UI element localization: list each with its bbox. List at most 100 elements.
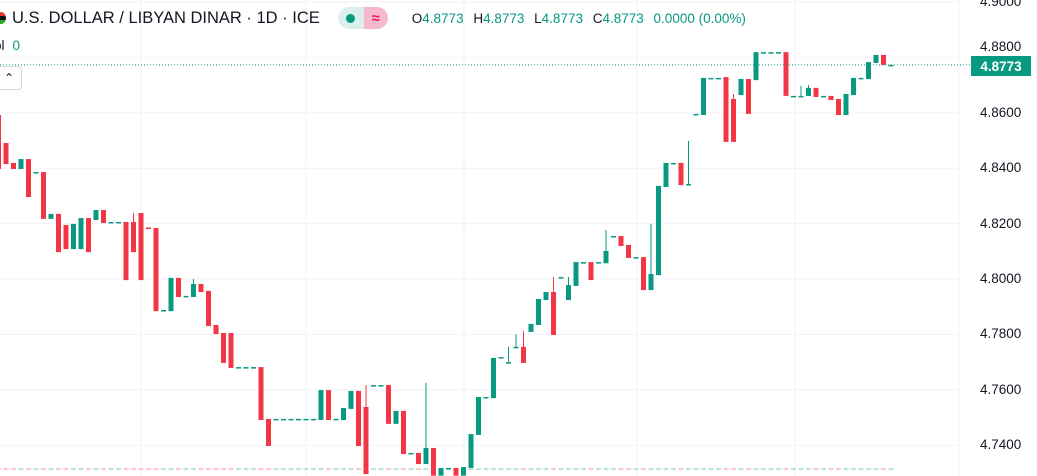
- market-open-dot-icon[interactable]: [337, 7, 364, 29]
- candle: [708, 77, 714, 80]
- volume-bar: [296, 468, 301, 470]
- candle: [768, 52, 774, 54]
- candle: [236, 367, 241, 369]
- volume-bar: [71, 468, 76, 470]
- candle-body: [33, 172, 39, 174]
- volume-bar: [581, 468, 586, 470]
- volume-bar: [408, 468, 414, 470]
- candle-body: [648, 274, 654, 291]
- candle-body: [356, 390, 361, 447]
- volume-bar: [588, 468, 594, 470]
- candle: [258, 367, 264, 420]
- candle: [266, 418, 271, 447]
- candle-body: [318, 390, 324, 420]
- candle-body: [371, 385, 376, 387]
- volume-bar: [551, 468, 556, 470]
- candle-body: [251, 367, 256, 369]
- candle-body: [176, 277, 181, 298]
- symbol-title[interactable]: U.S. DOLLAR / LIBYAN DINAR · 1D · ICE: [12, 8, 320, 27]
- close-label: C: [592, 10, 603, 26]
- candle: [858, 77, 864, 80]
- candle-body: [288, 418, 294, 421]
- candle-body: [311, 418, 316, 421]
- candle: [791, 95, 796, 98]
- volume-bar: [93, 468, 99, 470]
- price-tick-label: 4.7600: [980, 381, 1022, 397]
- delayed-data-icon[interactable]: ≈: [363, 7, 388, 29]
- volume-bar: [873, 468, 879, 470]
- volume-label: ol: [0, 38, 5, 53]
- volume-value: 0: [12, 38, 21, 53]
- candle: [296, 418, 301, 421]
- candle: [0, 115, 1, 170]
- status-pill[interactable]: ≈: [337, 7, 388, 29]
- volume-bar: [768, 468, 774, 470]
- volume-bar: [686, 468, 691, 470]
- volume-bar: [18, 468, 24, 470]
- candle-body: [858, 77, 864, 80]
- candle: [18, 159, 24, 170]
- volume-bar: [678, 468, 684, 470]
- candle-body: [461, 467, 466, 476]
- volume-legend: ol 0: [0, 38, 20, 53]
- candle: [93, 210, 99, 220]
- candle: [596, 262, 601, 264]
- candle: [611, 236, 616, 238]
- candle-body: [48, 213, 54, 219]
- candle-body: [581, 262, 586, 264]
- candle: [191, 279, 196, 298]
- candle-body: [483, 397, 489, 399]
- candle-body: [303, 418, 309, 421]
- candle-body: [708, 77, 714, 80]
- volume-bar: [626, 468, 631, 470]
- candle-body: [341, 408, 346, 420]
- candle: [11, 162, 16, 170]
- candle-body: [446, 467, 451, 470]
- candle: [86, 218, 91, 253]
- candle: [318, 390, 324, 420]
- candle-body: [566, 285, 571, 301]
- volume-bar: [236, 468, 241, 470]
- candle-body: [551, 292, 556, 335]
- candle: [386, 385, 391, 424]
- collapse-legend-button[interactable]: ⌃: [0, 66, 22, 90]
- volume-bar: [258, 468, 264, 470]
- candle-body: [828, 95, 834, 101]
- volume-bar: [806, 468, 811, 470]
- candle-body: [716, 77, 721, 80]
- candle: [543, 292, 549, 301]
- volume-bar: [603, 468, 609, 470]
- volume-bar: [716, 468, 721, 470]
- candle-body: [806, 87, 811, 96]
- low-label: L: [534, 10, 542, 26]
- volume-bar: [228, 468, 234, 470]
- candle: [213, 324, 219, 335]
- low-value: 4.8773: [541, 10, 583, 26]
- candle: [228, 333, 234, 368]
- volume-bar: [123, 468, 129, 470]
- volume-bar: [866, 468, 871, 470]
- volume-bar: [3, 468, 9, 470]
- candle-body: [521, 346, 526, 363]
- volume-bar: [63, 468, 69, 470]
- candle: [551, 277, 556, 335]
- candle: [498, 357, 504, 359]
- volume-bar: [333, 468, 339, 470]
- candle: [146, 227, 151, 229]
- volume-bar: [243, 468, 249, 470]
- volume-bar: [33, 468, 39, 470]
- candle-body: [326, 390, 331, 420]
- volume-bar: [566, 468, 571, 470]
- candle-body: [543, 292, 549, 301]
- candle-body: [633, 257, 639, 259]
- candle-body: [881, 54, 886, 65]
- volume-bar: [701, 468, 706, 470]
- candle-body: [731, 98, 736, 142]
- candle-body: [116, 221, 121, 224]
- volume-bar: [468, 468, 474, 470]
- volume-bar: [536, 468, 541, 470]
- candle: [116, 221, 121, 224]
- volume-bar: [393, 468, 399, 470]
- candle-body: [18, 159, 24, 170]
